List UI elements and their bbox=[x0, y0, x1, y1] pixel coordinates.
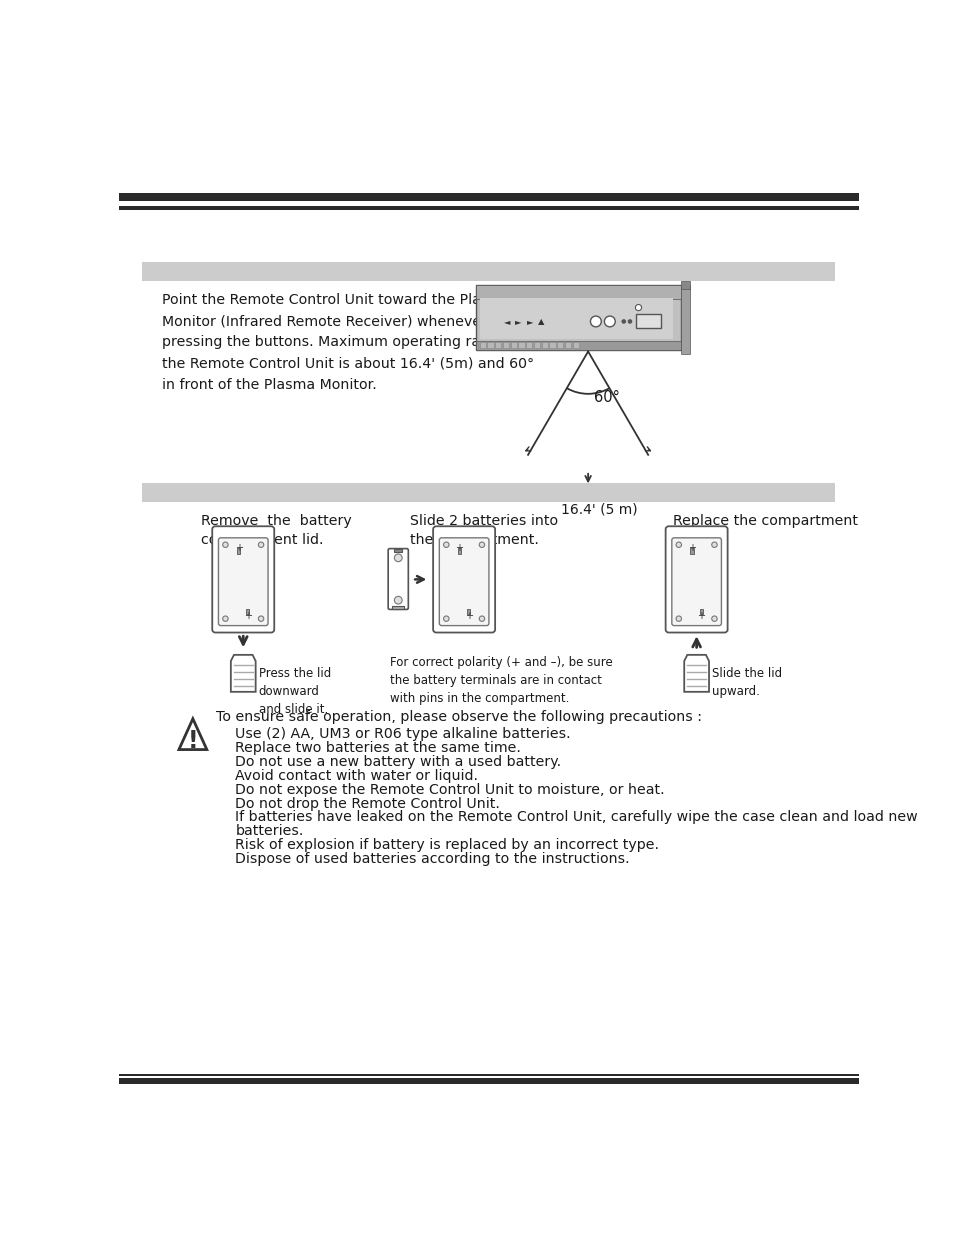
Bar bbox=[246, 609, 249, 614]
Circle shape bbox=[676, 616, 680, 621]
Text: +: + bbox=[244, 610, 252, 621]
Circle shape bbox=[394, 555, 402, 562]
Circle shape bbox=[443, 616, 449, 621]
Text: Dispose of used batteries according to the instructions.: Dispose of used batteries according to t… bbox=[235, 852, 630, 866]
Circle shape bbox=[604, 316, 615, 327]
Bar bbox=[119, 206, 858, 210]
Bar bbox=[119, 193, 858, 200]
Bar bbox=[564, 342, 571, 348]
Bar bbox=[392, 605, 404, 609]
Bar bbox=[495, 342, 500, 348]
FancyBboxPatch shape bbox=[212, 526, 274, 632]
Bar bbox=[142, 483, 835, 503]
Bar bbox=[690, 548, 693, 555]
Text: Do not use a new battery with a used battery.: Do not use a new battery with a used bat… bbox=[235, 755, 561, 769]
FancyBboxPatch shape bbox=[433, 526, 495, 632]
Circle shape bbox=[711, 616, 717, 621]
Circle shape bbox=[478, 616, 484, 621]
Bar bbox=[549, 342, 555, 348]
Text: !: ! bbox=[188, 729, 198, 753]
Circle shape bbox=[222, 616, 228, 621]
Bar bbox=[476, 341, 680, 350]
Bar bbox=[680, 285, 690, 353]
Circle shape bbox=[258, 542, 264, 547]
Circle shape bbox=[635, 305, 641, 311]
Bar bbox=[517, 342, 524, 348]
Circle shape bbox=[676, 542, 680, 547]
Bar bbox=[394, 548, 402, 552]
Text: Replace the compartment
lid.: Replace the compartment lid. bbox=[673, 514, 858, 547]
Bar bbox=[142, 262, 835, 280]
Bar bbox=[476, 285, 680, 299]
Text: ◄: ◄ bbox=[503, 317, 510, 326]
Bar bbox=[119, 1073, 858, 1076]
Bar bbox=[525, 342, 532, 348]
Circle shape bbox=[620, 319, 625, 324]
Text: Replace two batteries at the same time.: Replace two batteries at the same time. bbox=[235, 741, 521, 755]
Polygon shape bbox=[683, 655, 708, 692]
Circle shape bbox=[478, 542, 484, 547]
Text: +: + bbox=[234, 543, 242, 553]
Bar bbox=[236, 548, 240, 555]
Text: +: + bbox=[697, 610, 704, 621]
Text: To ensure safe operation, please observe the following precautions :: To ensure safe operation, please observe… bbox=[216, 710, 701, 724]
Circle shape bbox=[590, 316, 600, 327]
Text: Slide 2 batteries into
the compartment.: Slide 2 batteries into the compartment. bbox=[410, 514, 558, 547]
Text: Avoid contact with water or liquid.: Avoid contact with water or liquid. bbox=[235, 769, 478, 783]
Bar bbox=[680, 282, 690, 289]
FancyBboxPatch shape bbox=[439, 537, 488, 626]
Text: Slide the lid
upward.: Slide the lid upward. bbox=[711, 667, 781, 698]
Text: Press the lid
downward
and slide it.: Press the lid downward and slide it. bbox=[258, 667, 331, 716]
Text: Risk of explosion if battery is replaced by an incorrect type.: Risk of explosion if battery is replaced… bbox=[235, 839, 659, 852]
Bar bbox=[479, 342, 485, 348]
Text: 16.4' (5 m): 16.4' (5 m) bbox=[560, 503, 637, 516]
Text: ►: ► bbox=[515, 317, 521, 326]
Bar bbox=[572, 342, 578, 348]
Polygon shape bbox=[231, 655, 255, 692]
Circle shape bbox=[258, 616, 264, 621]
FancyBboxPatch shape bbox=[665, 526, 727, 632]
Circle shape bbox=[711, 542, 717, 547]
Text: Point the Remote Control Unit toward the Plasma
Monitor (Infrared Remote Receive: Point the Remote Control Unit toward the… bbox=[162, 293, 534, 391]
Text: If batteries have leaked on the Remote Control Unit, carefully wipe the case cle: If batteries have leaked on the Remote C… bbox=[235, 810, 917, 825]
Bar bbox=[699, 609, 702, 614]
Circle shape bbox=[394, 597, 402, 604]
Text: Use (2) AA, UM3 or R06 type alkaline batteries.: Use (2) AA, UM3 or R06 type alkaline bat… bbox=[235, 727, 571, 741]
Text: +: + bbox=[455, 543, 463, 553]
Polygon shape bbox=[179, 719, 207, 750]
Bar bbox=[487, 342, 493, 348]
Bar bbox=[119, 1078, 858, 1084]
FancyBboxPatch shape bbox=[388, 548, 408, 609]
Bar bbox=[479, 298, 673, 340]
Bar bbox=[636, 314, 660, 327]
Circle shape bbox=[627, 319, 632, 324]
Text: ►: ► bbox=[526, 317, 533, 326]
FancyBboxPatch shape bbox=[218, 537, 268, 626]
Bar bbox=[467, 609, 470, 614]
Text: Remove  the  battery
compartment lid.: Remove the battery compartment lid. bbox=[200, 514, 351, 547]
Bar bbox=[534, 342, 539, 348]
Text: +: + bbox=[464, 610, 473, 621]
FancyBboxPatch shape bbox=[671, 537, 720, 626]
Bar bbox=[557, 342, 562, 348]
Text: For correct polarity (+ and –), be sure
the battery terminals are in contact
wit: For correct polarity (+ and –), be sure … bbox=[390, 656, 613, 705]
Text: 60°: 60° bbox=[594, 389, 619, 405]
Circle shape bbox=[443, 542, 449, 547]
Text: batteries.: batteries. bbox=[235, 824, 304, 839]
Text: Do not expose the Remote Control Unit to moisture, or heat.: Do not expose the Remote Control Unit to… bbox=[235, 783, 664, 797]
Text: Do not drop the Remote Control Unit.: Do not drop the Remote Control Unit. bbox=[235, 797, 500, 810]
Bar bbox=[502, 342, 509, 348]
Text: +: + bbox=[687, 543, 696, 553]
Bar bbox=[510, 342, 517, 348]
Bar bbox=[541, 342, 547, 348]
Bar bbox=[476, 285, 680, 350]
Bar bbox=[457, 548, 460, 555]
Text: ▲: ▲ bbox=[537, 317, 544, 326]
Circle shape bbox=[222, 542, 228, 547]
